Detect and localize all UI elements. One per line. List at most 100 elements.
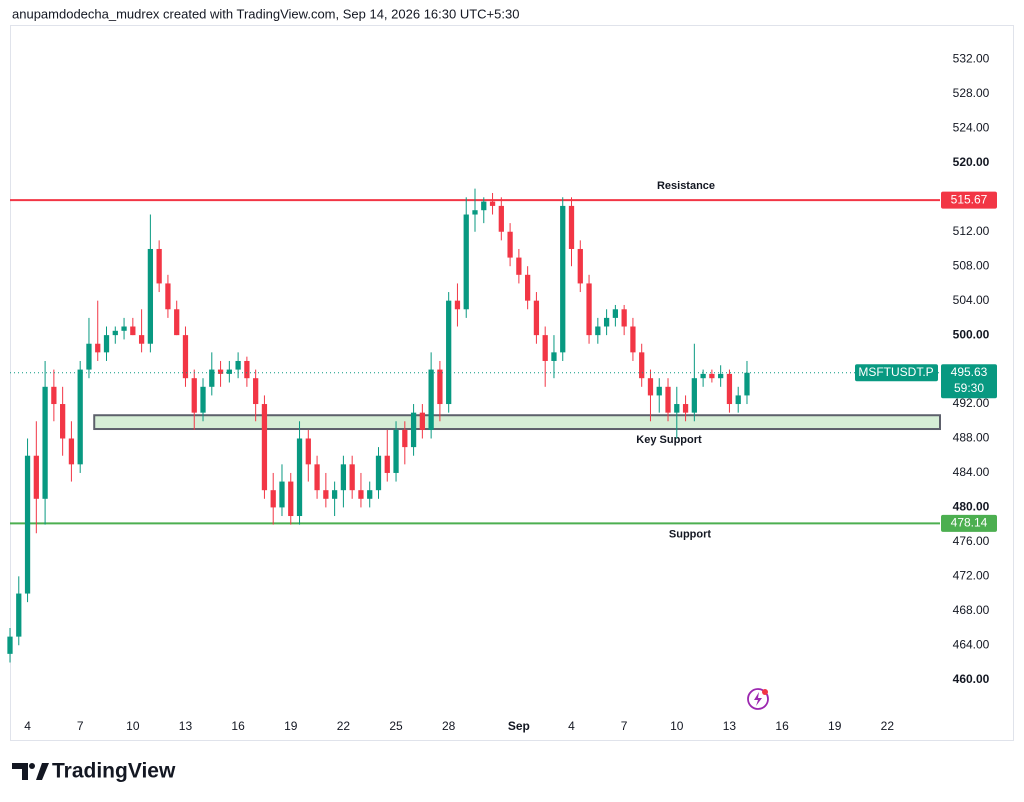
candle-body xyxy=(253,378,259,405)
candle xyxy=(305,429,311,482)
candle-body xyxy=(700,373,706,379)
countdown: 59:30 xyxy=(954,381,984,395)
candle xyxy=(314,455,320,499)
price-tag xyxy=(941,191,997,209)
candle-body xyxy=(314,464,320,491)
candle xyxy=(182,326,189,387)
y-tick-label: 488.00 xyxy=(953,431,990,445)
price-tag-label: 478.14 xyxy=(951,516,988,530)
candle-body xyxy=(217,369,224,374)
candle xyxy=(691,343,697,422)
candle xyxy=(533,292,540,344)
candle xyxy=(630,317,636,361)
candle xyxy=(375,447,382,499)
candle xyxy=(358,472,364,508)
candle xyxy=(489,192,496,215)
candle-body xyxy=(665,386,671,413)
candle xyxy=(428,352,434,439)
candle-body xyxy=(305,438,311,465)
candle xyxy=(95,300,101,361)
candle-body xyxy=(674,404,680,413)
candle-body xyxy=(24,455,31,594)
candle xyxy=(288,472,294,525)
candle-body xyxy=(209,369,215,387)
level-label: Resistance xyxy=(657,180,715,192)
candle-body xyxy=(437,369,443,405)
candle xyxy=(437,360,443,422)
candle xyxy=(323,472,329,508)
y-tick-label: 500.00 xyxy=(953,327,990,341)
candle-body xyxy=(86,343,92,370)
candle-body xyxy=(472,210,478,215)
header: anupamdodecha_mudrex created with Tradin… xyxy=(12,6,519,21)
candle-body xyxy=(33,455,39,499)
candle xyxy=(595,317,601,344)
candle-body xyxy=(296,438,303,517)
candle-body xyxy=(481,201,487,211)
x-tick-label: 25 xyxy=(389,719,403,733)
candle-body xyxy=(507,231,513,258)
candle-body xyxy=(60,404,66,439)
candle xyxy=(682,395,689,422)
x-tick-label: 7 xyxy=(621,719,628,733)
zone-label: Key Support xyxy=(636,434,702,446)
candle xyxy=(68,421,75,482)
candle-body xyxy=(77,369,83,465)
candle xyxy=(516,248,522,284)
candle-body xyxy=(454,300,461,310)
y-tick-label: 476.00 xyxy=(953,534,990,548)
candle xyxy=(51,369,57,422)
candle-body xyxy=(463,214,469,310)
candle-body xyxy=(410,412,417,448)
candle xyxy=(86,317,92,379)
candle-body xyxy=(709,373,715,379)
candle xyxy=(209,352,215,396)
candle-body xyxy=(384,455,390,473)
candle-body xyxy=(402,429,408,448)
candle-body xyxy=(551,352,557,361)
frame xyxy=(10,25,1014,741)
candle-body xyxy=(639,352,645,379)
last-price-tag xyxy=(941,364,997,399)
candle-body xyxy=(340,464,347,491)
candle-body xyxy=(446,300,452,405)
candle xyxy=(560,197,566,361)
candle-body xyxy=(200,386,206,413)
y-tick-label: 528.00 xyxy=(953,86,990,100)
candle xyxy=(217,360,224,387)
candle xyxy=(621,304,627,336)
candle-body xyxy=(489,201,496,206)
alert-icon xyxy=(747,688,769,710)
y-tick-label: 480.00 xyxy=(953,500,990,514)
y-tick-label: 508.00 xyxy=(953,258,990,272)
candle xyxy=(24,438,31,603)
candle-body xyxy=(130,326,136,336)
candle-body xyxy=(191,378,197,413)
candle-body xyxy=(244,360,250,379)
candle-body xyxy=(542,335,548,361)
candle xyxy=(463,197,469,318)
candle xyxy=(568,197,575,267)
zone xyxy=(93,414,941,431)
x-tick-label: 10 xyxy=(126,719,140,733)
candle xyxy=(735,386,741,413)
candle-body xyxy=(279,481,285,508)
candle-body xyxy=(621,309,627,327)
candle-body xyxy=(577,248,583,284)
candle-body xyxy=(174,309,180,336)
candle xyxy=(16,576,22,646)
candle xyxy=(331,481,338,517)
y-tick-label: 524.00 xyxy=(953,121,990,135)
candle-body xyxy=(718,373,724,379)
candle xyxy=(384,429,390,482)
candle-body xyxy=(726,373,733,405)
candle xyxy=(454,283,461,327)
candle xyxy=(718,365,724,387)
candle-body xyxy=(656,386,662,396)
x-tick-label: 22 xyxy=(337,719,351,733)
price-tag xyxy=(941,514,997,532)
candle xyxy=(674,386,680,439)
candle xyxy=(639,343,645,387)
candle-body xyxy=(226,369,232,374)
